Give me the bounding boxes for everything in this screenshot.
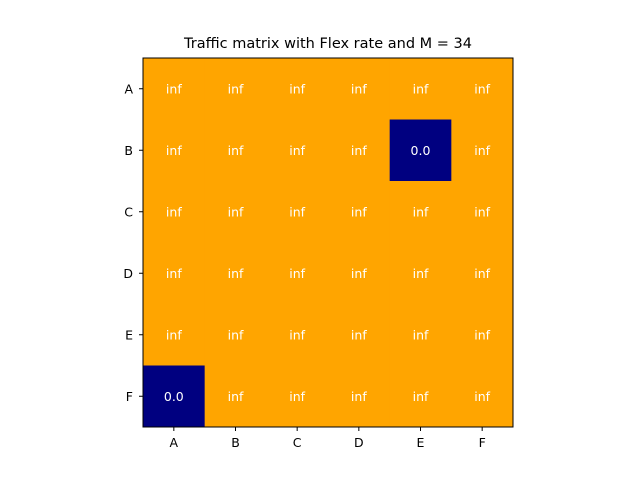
cell-value-label: inf [474, 143, 490, 158]
heatmap-cell-f-d [328, 365, 391, 428]
cell-value-label: inf [166, 204, 182, 219]
cell-value-label: 0.0 [164, 389, 184, 404]
cell-value-label: inf [289, 327, 305, 342]
heatmap-cell-b-a [143, 119, 206, 182]
cell-value-label: inf [413, 266, 429, 281]
heatmap-cell-a-a [143, 58, 206, 120]
heatmap-cell-f-c [266, 365, 329, 428]
heatmap-cell-d-c [266, 242, 329, 305]
heatmap-cell-e-c [266, 304, 329, 366]
cell-value-label: inf [351, 266, 367, 281]
x-tick-label: B [231, 435, 240, 450]
chart-title: Traffic matrix with Flex rate and M = 34 [183, 36, 472, 52]
cell-value-label: 0.0 [411, 143, 431, 158]
y-axis: A B C D E F [123, 81, 143, 404]
heatmap-cell-e-f [451, 304, 514, 366]
heatmap-cell-a-e [389, 58, 452, 120]
heatmap-cell-f-b [204, 365, 267, 428]
heatmap-cell-a-b [204, 58, 267, 120]
heatmap-cell-c-c [266, 181, 329, 243]
heatmap-cell-c-d [328, 181, 391, 243]
cell-value-label: inf [474, 327, 490, 342]
cell-value-label: inf [166, 327, 182, 342]
cell-value-label: inf [351, 327, 367, 342]
heatmap-cell-c-a [143, 181, 206, 243]
cell-value-label: inf [474, 266, 490, 281]
heatmap-cell-f-f [451, 365, 514, 428]
heatmap-cell-a-c [266, 58, 329, 120]
cell-value-label: inf [289, 143, 305, 158]
plot-frame [142, 57, 514, 428]
heatmap-cell-c-b [204, 181, 267, 243]
cell-value-label: inf [413, 389, 429, 404]
cell-value-label: inf [228, 143, 244, 158]
cell-value-label: inf [228, 327, 244, 342]
cell-value-label: inf [351, 204, 367, 219]
x-tick-label: C [293, 435, 302, 450]
cell-value-label: inf [351, 389, 367, 404]
heatmap-cell-d-b [204, 242, 267, 305]
y-tick-label: D [123, 266, 133, 281]
heatmap-cell-f-e [389, 365, 452, 428]
cell-value-label: inf [474, 204, 490, 219]
y-tick-label: C [124, 204, 133, 219]
cell-value-label: inf [413, 81, 429, 96]
y-tick-label: A [124, 81, 133, 96]
heatmap-cell-d-e [389, 242, 452, 305]
y-tick-label: F [126, 389, 133, 404]
heatmap-cell-c-f [451, 181, 514, 243]
heatmap-cell-c-e [389, 181, 452, 243]
x-tick-label: A [170, 435, 179, 450]
cell-value-label: inf [289, 389, 305, 404]
x-tick-label: D [354, 435, 364, 450]
cell-value-label: inf [413, 204, 429, 219]
heatmap-cell-b-b [204, 119, 267, 182]
heatmap-cell-b-d [328, 119, 391, 182]
cell-value-label: inf [289, 266, 305, 281]
cell-value-label: inf [166, 81, 182, 96]
x-tick-label: E [417, 435, 425, 450]
cell-value-label: inf [474, 389, 490, 404]
heatmap-cell-d-d [328, 242, 391, 305]
heatmap-cell-b-f [451, 119, 514, 182]
heatmap-cell-b-c [266, 119, 329, 182]
heatmap-cell-d-a [143, 242, 206, 305]
heatmap-cell-a-d [328, 58, 391, 120]
cell-value-label: inf [228, 389, 244, 404]
x-tick-label: F [479, 435, 486, 450]
cell-value-label: inf [351, 143, 367, 158]
heatmap-cell-f-a [143, 365, 206, 428]
y-tick-label: B [124, 143, 133, 158]
cell-value-label: inf [413, 327, 429, 342]
heatmap-cell-e-b [204, 304, 267, 366]
heatmap-cell-e-d [328, 304, 391, 366]
y-tick-label: E [125, 327, 133, 342]
heatmap-cells: inf inf inf inf inf inf inf inf inf inf 0.0 inf inf i… [143, 58, 514, 428]
cell-value-label: inf [351, 81, 367, 96]
cell-value-label: inf [289, 204, 305, 219]
cell-value-label: inf [289, 81, 305, 96]
cell-value-label: inf [166, 266, 182, 281]
heatmap-cell-b-e [389, 119, 452, 182]
cell-value-label: inf [228, 204, 244, 219]
x-axis: A B C D E F [170, 427, 486, 450]
heatmap-cell-a-f [451, 58, 514, 120]
heatmap-cell-e-a [143, 304, 206, 366]
heatmap-cell-e-e [389, 304, 452, 366]
cell-value-label: inf [228, 81, 244, 96]
cell-value-label: inf [166, 143, 182, 158]
cell-value-label: inf [474, 81, 490, 96]
heatmap-cell-d-f [451, 242, 514, 305]
cell-value-label: inf [228, 266, 244, 281]
